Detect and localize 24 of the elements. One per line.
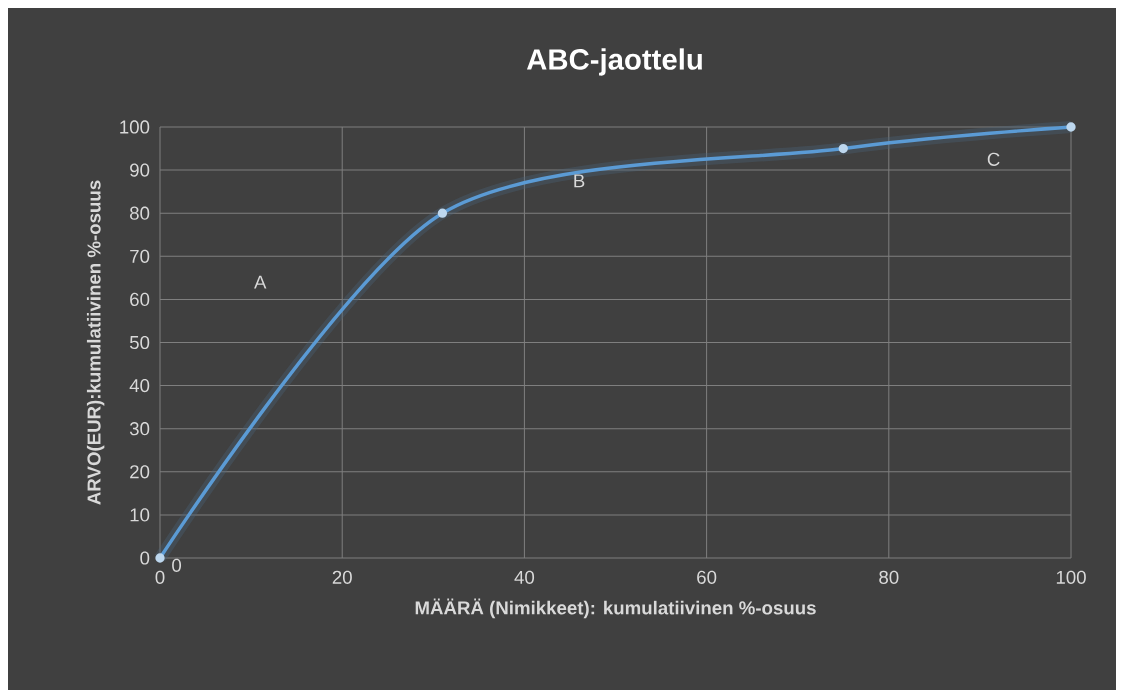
y-tick-label: 20 [130, 465, 150, 479]
y-tick-label: 0 [140, 551, 150, 565]
chart-title: ABC-jaottelu [526, 48, 702, 76]
y-tick-label: 100 [120, 120, 150, 134]
annotation: A [254, 275, 267, 289]
x-axis-title: MÄÄRÄ (Nimikkeet): kumulatiivinen %-osuus [415, 598, 816, 619]
x-tick-label: 100 [1056, 570, 1086, 584]
x-tick-label: 80 [879, 570, 899, 584]
y-axis-title: ARVO(EUR):kumulatiivinen %-osuus [86, 180, 105, 505]
y-tick-label: 40 [129, 378, 150, 393]
y-tick-label: 10 [130, 508, 150, 522]
y-tick-label: 60 [130, 292, 150, 307]
annotation: B [574, 174, 585, 188]
annotation: 0 [172, 558, 182, 572]
annotation: C [987, 152, 1000, 166]
x-tick-label: 40 [514, 570, 535, 584]
y-tick-label: 30 [129, 422, 150, 436]
x-tick-label: 60 [697, 570, 717, 584]
y-tick-label: 90 [130, 163, 150, 177]
y-tick-label: 50 [129, 335, 150, 350]
y-tick-label: 70 [130, 249, 150, 263]
x-tick-label: 0 [155, 570, 165, 584]
x-tick-label: 20 [332, 570, 352, 584]
y-tick-label: 80 [130, 206, 150, 220]
